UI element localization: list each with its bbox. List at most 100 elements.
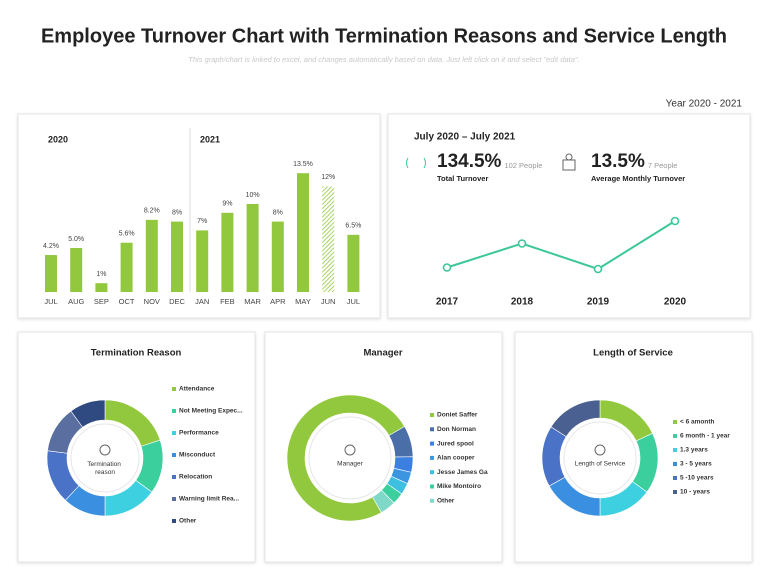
legend-swatch [172,497,176,501]
bar [221,212,234,292]
legend-swatch [172,409,176,413]
value-label: 9% [222,201,232,208]
donut-center [563,421,637,495]
legend-label: Doniet Saffer [437,412,478,419]
center-icon [594,444,606,456]
value-label: 5.6% [119,231,135,238]
bar [271,221,284,292]
value-label: 10% [246,192,260,199]
legend-label: Jured spool [437,440,474,447]
x-tick-label: SEP [94,297,109,306]
chart-title: Manager [363,348,402,359]
point [670,216,680,226]
x-tick-label: 2019 [587,297,610,308]
x-tick-label: JUL [44,297,57,306]
bar [120,242,133,292]
legend-swatch [430,455,434,460]
legend-swatch [430,484,434,489]
bar [95,283,108,292]
legend-swatch [430,470,434,475]
legend-label: 10 - years [680,489,710,496]
legend-swatch [673,420,677,424]
legend-swatch [172,387,176,391]
legend-label: 3 - 5 years [680,461,712,468]
legend-label: Jesse James Ga [437,469,488,476]
x-tick-label: MAR [244,297,261,306]
point [442,263,452,272]
kpi-people: 102 People [504,161,542,170]
center-label: Termination reason [87,461,122,476]
bar [45,255,57,292]
kpi-label: Average Monthly Turnover [591,174,685,183]
center-icon [99,444,111,456]
donut-center [70,423,140,493]
x-tick-label: NOV [144,297,160,306]
value-label: 1% [96,271,106,278]
kpi-people: 7 People [648,161,678,170]
x-tick-label: JUL [347,297,360,306]
value-label: 13.5% [293,161,313,168]
legend-label: Mike Montoiro [437,483,481,490]
legend-label: Attendance [179,386,215,393]
legend-label: Misconduct [179,452,216,459]
legend-label: Performance [179,430,219,437]
chart-title: July 2020 – July 2021 [414,132,516,143]
center-icon [344,444,356,456]
value-label: 12% [321,174,335,181]
chart-title: Termination Reason [91,348,182,359]
x-tick-label: OCT [119,297,135,306]
kpi-value: 134.5% [437,151,502,172]
legend-label: 6 month - 1 year [680,433,730,440]
legend-swatch [430,441,434,446]
legend-swatch [172,475,176,479]
center-label: Manager [337,461,363,468]
x-tick-label: MAY [295,297,311,306]
bar [297,173,309,292]
value-label: 8.2% [144,208,160,215]
legend-swatch [172,453,176,457]
legend-swatch [673,490,677,494]
legend-swatch [172,431,176,435]
page-title: Employee Turnover Chart with Termination… [41,25,727,47]
bar [145,219,158,292]
legend-label: < 6 amonth [680,419,715,426]
bar [246,204,259,292]
bar [70,248,83,292]
x-tick-label: APR [270,297,286,306]
value-label: 8% [172,209,182,216]
kpi-label: Total Turnover [437,174,488,183]
legend-swatch [673,434,677,438]
legend-swatch [430,413,434,417]
point [593,264,603,274]
x-tick-label: 2020 [664,297,687,308]
bar [171,221,183,292]
kpi-value: 13.5% [591,151,645,172]
legend-swatch [673,462,677,466]
x-tick-label: DEC [169,297,185,306]
x-tick-label: JAN [195,297,209,306]
bar [322,186,335,292]
legend-label: Not Meeting Expec... [179,408,243,415]
legend-label: 5 -10 years [680,475,714,482]
legend-label: 1.3 years [680,447,708,454]
donut-slice [372,489,395,513]
group-label: 2021 [200,134,220,144]
bar [196,230,209,292]
donut-slice [286,394,405,522]
donut-slice [70,399,106,428]
value-label: 7% [197,218,207,225]
value-label: 6.5% [345,223,361,230]
legend-swatch [172,519,176,523]
legend-label: Don Norman [437,426,476,433]
value-label: 5.0% [68,236,84,243]
legend-swatch [673,476,677,480]
line-panel [387,113,751,319]
bar [347,234,360,292]
legend-label: Other [437,498,455,505]
point [517,239,527,248]
legend-swatch [673,448,677,452]
value-label: 4.2% [43,243,59,250]
legend-label: Relocation [179,474,212,481]
period: Year 2020 - 2021 [666,99,743,110]
